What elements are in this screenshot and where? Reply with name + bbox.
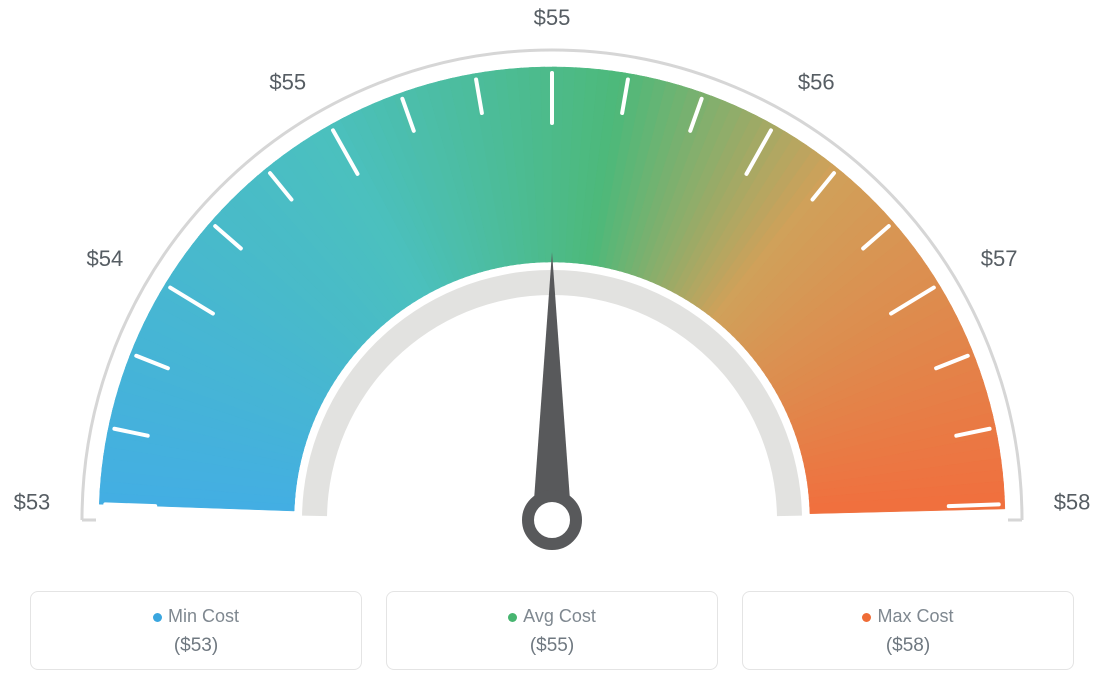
legend-avg-title: Avg Cost	[397, 606, 707, 627]
legend-min-label: Min Cost	[168, 606, 239, 626]
legend-min-title: Min Cost	[41, 606, 351, 627]
legend-card-avg: Avg Cost ($55)	[386, 591, 718, 670]
legend-max-value: ($58)	[753, 635, 1063, 657]
legend-min-value: ($53)	[41, 635, 351, 657]
legend-card-min: Min Cost ($53)	[30, 591, 362, 670]
dot-icon	[862, 613, 871, 622]
svg-text:$55: $55	[534, 5, 571, 30]
gauge-svg: $53 $54 $55 $55 $56 $57 $58	[0, 0, 1104, 560]
svg-text:$58: $58	[1054, 489, 1091, 514]
dot-icon	[508, 613, 517, 622]
svg-text:$55: $55	[269, 69, 306, 94]
gauge-area: $53 $54 $55 $55 $56 $57 $58	[0, 0, 1104, 560]
gauge-chart-container: $53 $54 $55 $55 $56 $57 $58 Min Cost ($53) Avg…	[0, 0, 1104, 690]
legend-row: Min Cost ($53) Avg Cost ($55) Max Cost (…	[30, 591, 1074, 670]
svg-text:$54: $54	[86, 246, 123, 271]
legend-max-title: Max Cost	[753, 606, 1063, 627]
dot-icon	[153, 613, 162, 622]
legend-avg-value: ($55)	[397, 635, 707, 657]
svg-text:$56: $56	[798, 69, 835, 94]
legend-card-max: Max Cost ($58)	[742, 591, 1074, 670]
legend-max-label: Max Cost	[877, 606, 953, 626]
legend-avg-label: Avg Cost	[523, 606, 596, 626]
svg-text:$53: $53	[14, 489, 51, 514]
svg-text:$57: $57	[981, 246, 1018, 271]
